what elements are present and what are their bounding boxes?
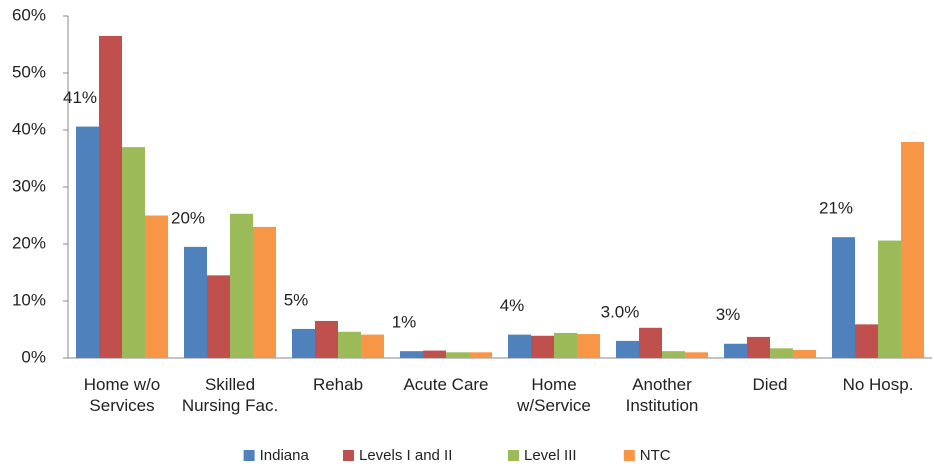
bar [724, 343, 747, 358]
bar [639, 327, 662, 358]
legend-swatch [508, 450, 519, 461]
x-tick-label: Another Institution [625, 375, 699, 415]
bar [122, 147, 145, 358]
bar [469, 352, 492, 358]
data-label: 3% [716, 305, 741, 324]
bar [685, 352, 708, 358]
data-label: 1% [392, 313, 417, 332]
x-tick-label: Died [752, 375, 788, 394]
bar [793, 350, 816, 358]
bar [747, 336, 770, 358]
y-tick-label: 60% [12, 5, 46, 24]
bar [901, 141, 924, 358]
data-label: 41% [63, 88, 97, 107]
bar [832, 237, 855, 358]
x-tick-label: No Hosp. [842, 375, 914, 394]
bar [292, 328, 315, 358]
y-tick-label: 20% [12, 233, 46, 252]
bar [531, 335, 554, 358]
bar [423, 350, 446, 358]
data-label: 3.0% [601, 302, 640, 321]
data-label: 20% [171, 208, 205, 227]
y-tick-label: 50% [12, 62, 46, 81]
bar [361, 334, 384, 358]
x-tick-label: Rehab [312, 375, 364, 394]
y-tick-label: 40% [12, 119, 46, 138]
x-tick-label: Skilled Nursing Fac. [181, 375, 279, 415]
legend-swatch [623, 450, 635, 461]
bar [145, 215, 168, 358]
bar [508, 334, 531, 358]
data-label: 5% [284, 290, 309, 309]
legend-label: Levels I and II [359, 447, 452, 464]
x-tick-label: Acute Care [403, 375, 489, 394]
legend-swatch [243, 450, 255, 461]
bar [446, 352, 469, 358]
bar [400, 351, 423, 358]
legend-label: Level III [524, 447, 577, 464]
data-label: 4% [500, 296, 525, 315]
bar [184, 246, 207, 358]
data-label: 21% [819, 199, 853, 218]
legend-swatch [343, 450, 354, 461]
y-tick-label: 0% [21, 347, 46, 366]
bar [76, 126, 99, 358]
bar [770, 348, 793, 358]
x-tick-label: Home w/Service [517, 375, 591, 415]
bar [253, 226, 276, 358]
bar [338, 331, 361, 358]
bar [577, 334, 600, 358]
y-tick-label: 10% [12, 290, 46, 309]
legend-label: Indiana [260, 447, 310, 464]
bar [230, 213, 253, 358]
bar [616, 340, 639, 358]
y-tick-label: 30% [12, 176, 46, 195]
bar [99, 35, 122, 358]
x-tick-label: Home w/o Services [83, 375, 161, 415]
bar [207, 275, 230, 358]
bar [855, 324, 878, 358]
bar [662, 351, 685, 358]
bar [554, 332, 577, 358]
bar [315, 320, 338, 358]
legend-label: NTC [640, 447, 671, 464]
bar [878, 240, 901, 358]
